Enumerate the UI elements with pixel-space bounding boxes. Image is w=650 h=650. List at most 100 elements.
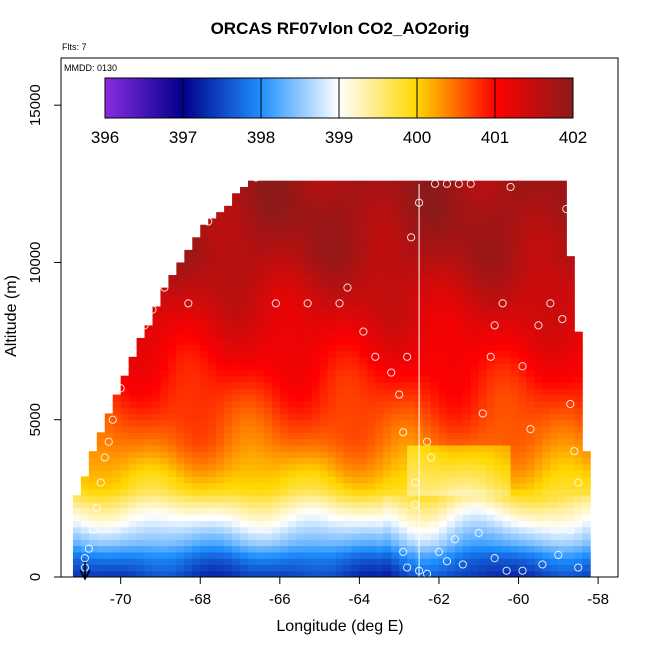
heatmap-cell	[494, 224, 504, 232]
heatmap-cell	[478, 545, 488, 553]
heatmap-cell	[550, 237, 559, 245]
heatmap-cell	[240, 463, 249, 471]
heatmap-cell	[431, 243, 440, 251]
heatmap-cell	[423, 231, 432, 238]
heatmap-cell	[391, 287, 400, 295]
heatmap-cell	[407, 218, 416, 226]
heatmap-cell	[160, 419, 170, 427]
heatmap-cell	[383, 319, 392, 326]
heatmap-cell	[224, 306, 233, 314]
heatmap-cell	[502, 218, 512, 226]
heatmap-cell	[351, 300, 360, 308]
heatmap-cell	[383, 350, 392, 358]
heatmap-cell	[574, 407, 583, 415]
heatmap-cell	[423, 482, 432, 490]
heatmap-cell	[335, 457, 345, 465]
heatmap-cell	[399, 350, 408, 358]
heatmap-cell	[168, 281, 177, 289]
heatmap-cell	[383, 312, 392, 320]
heatmap-cell	[176, 350, 185, 358]
heatmap-cell	[558, 532, 567, 540]
heatmap-cell	[510, 394, 520, 402]
heatmap-cell	[160, 306, 170, 314]
heatmap-cell	[550, 193, 559, 201]
heatmap-cell	[311, 224, 321, 232]
heatmap-cell	[295, 375, 305, 383]
heatmap-cell	[88, 507, 98, 515]
heatmap-cell	[438, 438, 448, 446]
heatmap-cell	[232, 281, 241, 289]
x-tick-label: -60	[508, 591, 530, 608]
heatmap-cell	[327, 212, 337, 220]
heatmap-cell	[550, 539, 559, 547]
heatmap-cell	[438, 224, 448, 232]
heatmap-cell	[152, 388, 162, 396]
heatmap-cell	[383, 413, 392, 421]
heatmap-cell	[550, 369, 559, 377]
heatmap-cell	[462, 419, 472, 427]
heatmap-cell	[470, 369, 480, 377]
heatmap-cell	[216, 520, 225, 528]
heatmap-cell	[311, 482, 321, 490]
heatmap-cell	[431, 369, 440, 377]
heatmap-cell	[431, 193, 440, 201]
heatmap-cell	[399, 369, 408, 377]
heatmap-cell	[168, 507, 177, 515]
heatmap-cell	[550, 256, 559, 264]
heatmap-cell	[367, 400, 376, 408]
heatmap-cell	[80, 507, 90, 515]
heatmap-cell	[526, 539, 536, 547]
heatmap-cell	[120, 507, 130, 515]
heatmap-cell	[160, 394, 170, 402]
x-axis-label: Longitude (deg E)	[276, 618, 403, 635]
heatmap-cell	[335, 193, 345, 201]
heatmap-cell	[232, 470, 241, 477]
heatmap-cell	[96, 545, 106, 553]
heatmap-cell	[295, 237, 305, 245]
heatmap-cell	[160, 300, 170, 308]
heatmap-cell	[558, 350, 567, 358]
heatmap-cell	[582, 570, 591, 577]
heatmap-cell	[550, 212, 559, 220]
heatmap-cell	[391, 545, 400, 553]
heatmap-cell	[200, 419, 209, 427]
heatmap-cell	[478, 526, 488, 534]
heatmap-cell	[558, 268, 567, 276]
heatmap-cell	[247, 495, 257, 503]
heatmap-cell	[224, 331, 233, 339]
heatmap-cell	[192, 488, 201, 496]
heatmap-cell	[454, 539, 464, 547]
heatmap-cell	[255, 331, 265, 339]
heatmap-cell	[311, 394, 321, 402]
heatmap-cell	[240, 375, 249, 383]
heatmap-cell	[470, 388, 480, 396]
heatmap-cell	[287, 526, 297, 534]
heatmap-cell	[518, 394, 528, 402]
heatmap-cell	[208, 558, 217, 566]
heatmap-cell	[176, 495, 185, 503]
heatmap-cell	[470, 205, 480, 213]
heatmap-cell	[391, 507, 400, 515]
heatmap-cell	[542, 193, 551, 201]
heatmap-cell	[176, 476, 185, 484]
heatmap-cell	[311, 375, 321, 383]
heatmap-cell	[184, 564, 193, 572]
heatmap-cell	[224, 400, 233, 408]
heatmap-cell	[240, 275, 249, 282]
heatmap-cell	[446, 319, 456, 326]
heatmap-cell	[558, 218, 567, 226]
heatmap-cell	[311, 539, 321, 547]
heatmap-cell	[510, 444, 520, 452]
heatmap-cell	[446, 551, 456, 559]
heatmap-cell	[287, 243, 297, 251]
heatmap-cell	[399, 363, 408, 370]
heatmap-cell	[438, 275, 448, 282]
heatmap-cell	[454, 218, 464, 226]
heatmap-cell	[232, 413, 241, 421]
heatmap-cell	[279, 438, 289, 446]
heatmap-cell	[311, 501, 321, 509]
heatmap-cell	[375, 520, 384, 528]
heatmap-cell	[494, 501, 504, 509]
heatmap-cell	[311, 551, 321, 559]
heatmap-cell	[462, 312, 472, 320]
